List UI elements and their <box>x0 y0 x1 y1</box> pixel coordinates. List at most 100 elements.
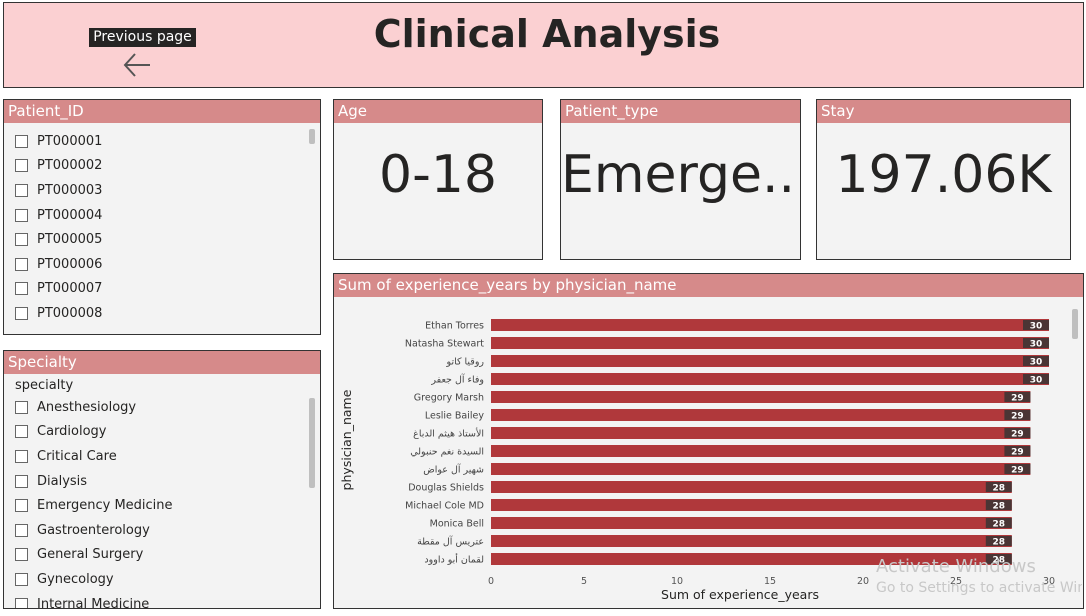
bar <box>491 373 1049 385</box>
data-label-background <box>985 518 1012 528</box>
checkbox-icon[interactable] <box>15 257 28 271</box>
bar <box>491 517 1012 529</box>
patient-type-card: Patient_type Emerge... <box>560 99 801 260</box>
specialty-list: Anesthesiology Cardiology Critical Care Dia… <box>4 395 320 609</box>
specialty-item-label: Emergency Medicine <box>37 498 173 514</box>
specialty-item-label: Dialysis <box>37 473 88 489</box>
category-label: Douglas Shields <box>408 483 484 494</box>
specialty-item[interactable]: Dialysis <box>4 469 320 494</box>
checkbox-icon[interactable] <box>15 159 28 173</box>
data-label: 30 <box>1030 358 1043 368</box>
specialty-item[interactable]: Internal Medicine <box>4 592 320 609</box>
checkbox-icon[interactable] <box>15 183 28 197</box>
specialty-item[interactable]: Critical Care <box>4 444 320 469</box>
category-label: Monica Bell <box>430 519 484 530</box>
page-title: Clinical Analysis <box>373 12 721 56</box>
specialty-item-label: General Surgery <box>37 547 144 563</box>
data-label: 30 <box>1030 322 1043 332</box>
specialty-item-label: Cardiology <box>37 424 107 440</box>
activate-windows-title: Activate Windows <box>876 556 1036 577</box>
checkbox-icon[interactable] <box>15 208 28 222</box>
patient-list-scrollbar[interactable] <box>309 129 315 144</box>
data-label: 29 <box>1011 430 1024 440</box>
checkbox-icon[interactable] <box>15 233 28 247</box>
bar <box>491 535 1012 547</box>
category-label: Michael Cole MD <box>405 501 484 512</box>
checkbox-icon[interactable] <box>15 499 28 513</box>
category-label: Leslie Bailey <box>425 411 485 422</box>
y-axis-title: physician_name <box>339 389 354 490</box>
category-label: وفاء آل جعفر <box>430 373 484 386</box>
data-label: 29 <box>1011 412 1024 422</box>
checkbox-icon[interactable] <box>15 282 28 296</box>
data-label-background <box>985 554 1012 564</box>
specialty-slicer: Specialty specialty Anesthesiology Cardio… <box>3 350 321 609</box>
patient-id-item[interactable]: PT000003 <box>4 178 320 203</box>
specialty-item-label: Internal Medicine <box>37 596 150 609</box>
chart-title: Sum of experience_years by physician_nam… <box>334 274 1083 297</box>
specialty-item[interactable]: Gastroenterology <box>4 518 320 543</box>
category-label: Natasha Stewart <box>405 339 484 350</box>
specialty-item-label: Anesthesiology <box>37 399 137 415</box>
patient-type-card-title: Patient_type <box>561 100 800 123</box>
header-bar: Previous page Clinical Analysis <box>3 2 1084 88</box>
bar <box>491 499 1012 511</box>
specialty-subheader: specialty <box>15 378 74 393</box>
category-label: روقيا كاتو <box>446 357 485 368</box>
x-tick-label: 0 <box>488 576 494 587</box>
checkbox-icon[interactable] <box>15 449 28 463</box>
checkbox-icon[interactable] <box>15 548 28 562</box>
back-arrow-icon[interactable] <box>122 51 154 79</box>
checkbox-icon[interactable] <box>15 306 28 320</box>
checkbox-icon[interactable] <box>15 572 28 586</box>
specialty-item[interactable]: Gynecology <box>4 567 320 592</box>
bar <box>491 445 1031 457</box>
bar <box>491 463 1031 475</box>
specialty-list-scrollbar[interactable] <box>309 398 315 488</box>
data-label-background <box>985 482 1012 492</box>
patient-id-item[interactable]: PT000006 <box>4 252 320 277</box>
category-label: السيدة نغم حنبولي <box>410 447 484 458</box>
x-tick-label: 5 <box>581 576 587 587</box>
patient-id-item[interactable]: PT000005 <box>4 227 320 252</box>
specialty-item[interactable]: Cardiology <box>4 420 320 445</box>
bar <box>491 409 1031 421</box>
specialty-item[interactable]: General Surgery <box>4 543 320 568</box>
patient-id-item-label: PT000008 <box>37 305 103 321</box>
patient-id-item-label: PT000004 <box>37 207 103 223</box>
patient-id-item[interactable]: PT000002 <box>4 154 320 179</box>
age-card-value: 0-18 <box>378 145 497 205</box>
data-label: 29 <box>1011 466 1024 476</box>
patient-id-item[interactable]: PT000007 <box>4 277 320 302</box>
data-label: 28 <box>993 538 1006 548</box>
checkbox-icon[interactable] <box>15 474 28 488</box>
checkbox-icon[interactable] <box>15 134 28 148</box>
specialty-item-label: Critical Care <box>37 448 117 464</box>
checkbox-icon[interactable] <box>15 523 28 537</box>
patient-id-list: PT000001 PT000002 PT000003 PT000004 PT000005… <box>4 123 320 326</box>
stay-card-title: Stay <box>817 100 1070 123</box>
data-label: 28 <box>993 556 1006 566</box>
patient-id-item[interactable]: PT000001 <box>4 129 320 154</box>
checkbox-icon[interactable] <box>15 400 28 414</box>
age-card-title: Age <box>334 100 542 123</box>
bar <box>491 319 1049 331</box>
checkbox-icon[interactable] <box>15 425 28 439</box>
patient-id-item-label: PT000005 <box>37 232 103 248</box>
data-label-background <box>1004 446 1031 456</box>
experience-bar-chart: Ethan Torres 30 Natasha Stewart 30 روقيا كات… <box>339 309 1078 602</box>
data-label: 28 <box>993 520 1006 530</box>
patient-id-item-label: PT000006 <box>37 256 103 272</box>
checkbox-icon[interactable] <box>15 597 28 608</box>
category-label: Ethan Torres <box>425 321 484 332</box>
data-label: 29 <box>1011 448 1024 458</box>
data-label-background <box>1023 374 1049 384</box>
specialty-item[interactable]: Anesthesiology <box>4 395 320 420</box>
patient-id-item[interactable]: PT000004 <box>4 203 320 228</box>
x-tick-label: 15 <box>764 576 776 587</box>
data-label-background <box>985 500 1012 510</box>
specialty-item[interactable]: Emergency Medicine <box>4 493 320 518</box>
patient-id-item[interactable]: PT000008 <box>4 301 320 326</box>
bar <box>491 481 1012 493</box>
previous-page-button[interactable]: Previous page <box>89 28 196 47</box>
